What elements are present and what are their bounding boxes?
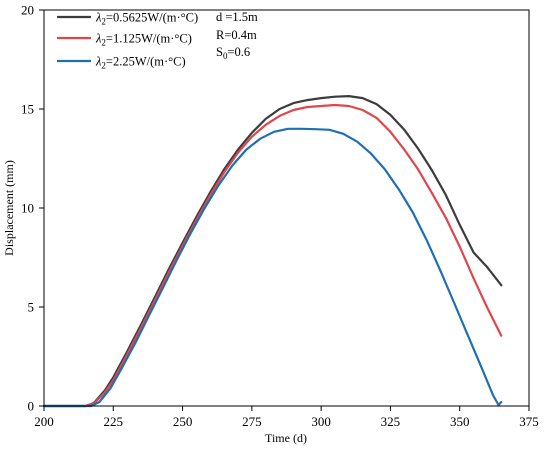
y-tick-label: 5	[28, 300, 35, 315]
x-tick-label: 250	[173, 414, 193, 429]
x-tick-label: 300	[311, 414, 331, 429]
annotation-saturation-main: S	[216, 45, 223, 59]
legend-label-2: λ2=1.125W/(m·°C)	[95, 32, 192, 48]
legend-label-1: λ2=0.5625W/(m·°C)	[95, 11, 198, 27]
y-tick-label: 0	[28, 399, 35, 414]
x-tick-label: 275	[242, 414, 262, 429]
plot-frame	[43, 9, 530, 407]
x-axis-ticks: 200 225 250 275 300 325 350 375	[34, 406, 539, 429]
legend: λ2=0.5625W/(m·°C) λ2=1.125W/(m·°C) λ2=2.25…	[57, 11, 198, 71]
y-axis-ticks: 0 5 10 15 20	[21, 3, 44, 414]
x-tick-label: 225	[104, 414, 124, 429]
y-tick-label: 10	[21, 201, 34, 216]
x-tick-label: 200	[34, 414, 54, 429]
annotation-depth: d =1.5m	[216, 10, 258, 24]
annotation-saturation-rest: =0.6	[227, 45, 250, 59]
series-line-1	[42, 95, 503, 408]
x-tick-label: 375	[519, 414, 539, 429]
y-tick-label: 20	[21, 3, 34, 18]
annotation-radius: R=0.4m	[216, 28, 257, 42]
legend-label-3: λ2=2.25W/(m·°C)	[95, 55, 186, 71]
series-line-3	[42, 127, 503, 408]
annotation-saturation-sub: 0	[223, 51, 228, 61]
parameter-annotations: d =1.5m R=0.4m S0=0.6	[216, 10, 258, 61]
x-tick-label: 325	[381, 414, 401, 429]
x-tick-label: 350	[450, 414, 470, 429]
plot-lines	[42, 95, 503, 408]
series-line-2	[42, 103, 503, 408]
y-axis-title: Displacement (mm)	[2, 160, 16, 256]
annotation-saturation: S0=0.6	[216, 45, 250, 61]
y-tick-label: 15	[21, 102, 34, 117]
x-axis-title: Time (d)	[265, 431, 307, 445]
